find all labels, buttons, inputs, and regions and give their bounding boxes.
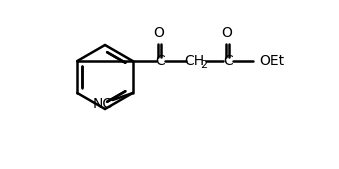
Text: OEt: OEt (259, 54, 284, 68)
Text: NC: NC (93, 97, 113, 111)
Text: 2: 2 (200, 60, 207, 70)
Text: O: O (222, 26, 233, 40)
Text: CH: CH (184, 54, 204, 68)
Text: C: C (223, 54, 233, 68)
Text: C: C (155, 54, 165, 68)
Text: O: O (154, 26, 164, 40)
